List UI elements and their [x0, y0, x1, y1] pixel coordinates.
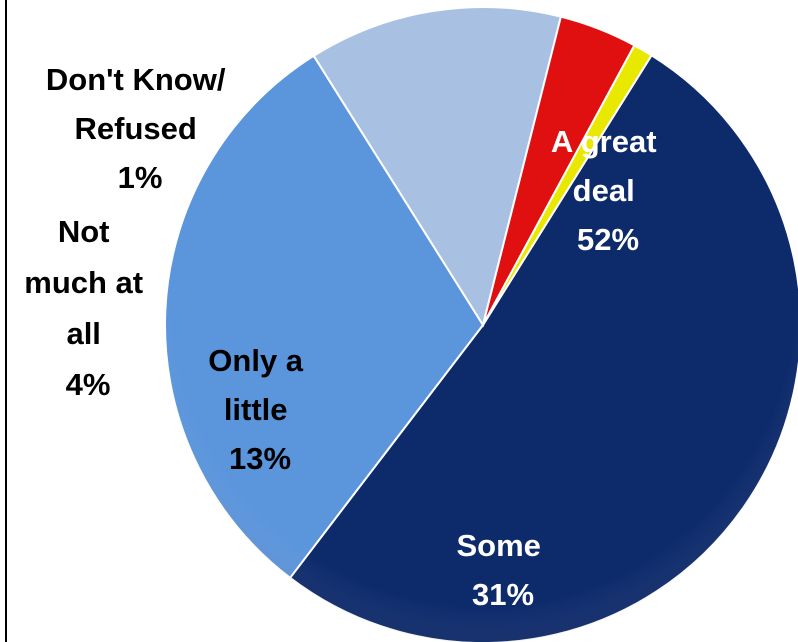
- slice-label-line: Don't Know/: [46, 62, 226, 97]
- pie-slices: [164, 6, 798, 642]
- slice-percent: 13%: [229, 441, 291, 476]
- slice-label-line: Only a: [208, 343, 304, 378]
- slice-label-line: Not: [58, 214, 110, 249]
- slice-percent: 52%: [577, 222, 639, 257]
- slice-percent: 4%: [66, 367, 111, 402]
- slice-label-line: little: [224, 392, 288, 427]
- slice-label-line: Refused: [75, 111, 197, 146]
- slice-percent: 31%: [472, 577, 534, 612]
- pie-labels: A great deal 52% Some 31% Only a little …: [24, 62, 665, 612]
- slice-label-line: deal: [573, 173, 635, 208]
- slice-label-line: all: [66, 316, 100, 351]
- slice-label-some: Some 31%: [456, 528, 549, 612]
- slice-label-not-much-at-all: Not much at all 4%: [24, 214, 151, 402]
- slice-label-a-great-deal: A great deal 52%: [551, 124, 665, 257]
- pie-shading-overlay: [165, 7, 798, 642]
- slice-label-only-a-little: Only a little 13%: [208, 343, 311, 476]
- slice-label-line: Some: [456, 528, 540, 563]
- slice-label-dont-know-refused: Don't Know/ Refused 1%: [46, 62, 234, 195]
- slice-label-line: A great: [551, 124, 657, 159]
- slice-percent: 1%: [118, 160, 163, 195]
- slice-label-line: much at: [24, 265, 143, 300]
